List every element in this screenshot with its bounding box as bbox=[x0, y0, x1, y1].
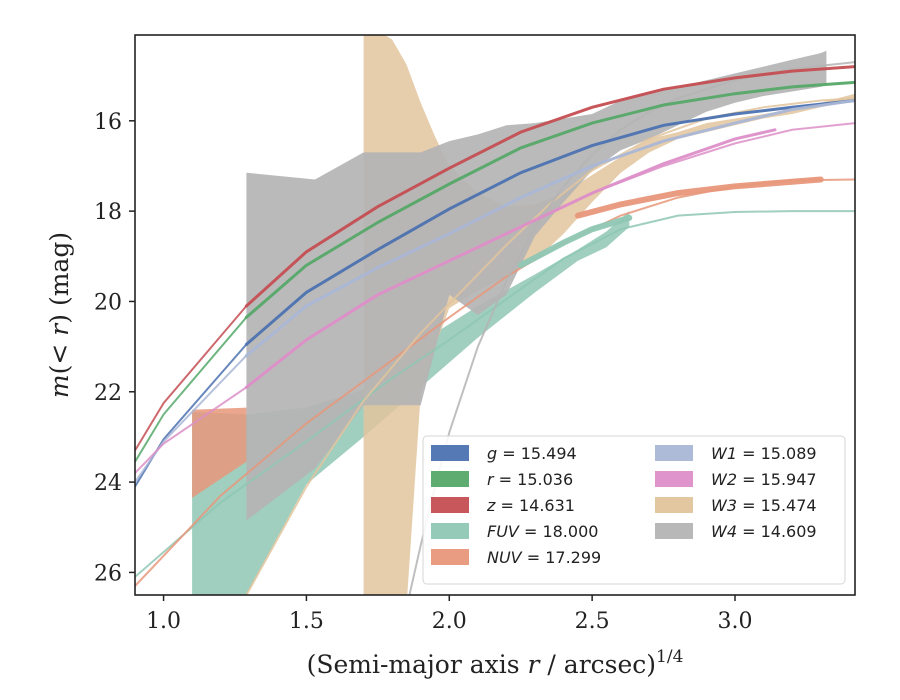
legend-band-name: W3 bbox=[711, 496, 737, 515]
band-w3 bbox=[363, 35, 855, 595]
legend-swatch-g bbox=[431, 445, 469, 461]
x-tick-label: 1.5 bbox=[289, 609, 324, 634]
model-curve-w1 bbox=[135, 354, 248, 483]
legend-swatch-fuv bbox=[431, 523, 469, 539]
legend-label-w4: W4 = 14.609 bbox=[711, 522, 817, 541]
legend-band-name: W4 bbox=[711, 522, 737, 541]
legend-swatch-w4 bbox=[655, 523, 693, 539]
model-curve-g bbox=[135, 343, 248, 488]
legend-band-value: = 15.089 bbox=[737, 444, 817, 463]
y-axis-label: m(< r) (mag) bbox=[45, 232, 74, 398]
data-curve-w1 bbox=[244, 99, 855, 358]
legend-swatch-nuv bbox=[431, 549, 469, 565]
band-fuv bbox=[192, 211, 630, 595]
y-axis-label-prefix: m bbox=[45, 374, 74, 398]
band-w4 bbox=[246, 50, 827, 521]
y-tick-label: 18 bbox=[94, 200, 122, 225]
y-tick-label: 22 bbox=[94, 381, 122, 406]
data-curve-nuv bbox=[574, 176, 824, 219]
plot-frame bbox=[134, 34, 856, 596]
legend-swatch-r bbox=[431, 471, 469, 487]
legend-band-name: r bbox=[487, 470, 495, 489]
legend-band-value: = 15.494 bbox=[497, 444, 577, 463]
data-curve-fuv bbox=[517, 214, 633, 269]
legend-label-z: z = 14.631 bbox=[486, 496, 575, 515]
model-curve-z bbox=[135, 305, 248, 452]
legend-band-value: = 15.036 bbox=[494, 470, 574, 489]
legend-label-w2: W2 = 15.947 bbox=[711, 470, 817, 489]
legend-band-value: = 15.474 bbox=[737, 496, 817, 515]
x-axis-label-exponent: 1/4 bbox=[656, 647, 683, 667]
model-curve-fuv bbox=[135, 210, 855, 578]
legend-band-value: = 14.609 bbox=[737, 522, 817, 541]
legend-band-name: z bbox=[486, 496, 496, 515]
data-curve-g bbox=[244, 99, 855, 346]
y-tick-label: 20 bbox=[94, 290, 122, 315]
y-axis-label-suffix: ) (mag) bbox=[45, 232, 74, 324]
legend-band-value: = 17.299 bbox=[522, 548, 602, 567]
y-tick-label: 16 bbox=[94, 110, 122, 135]
legend-box bbox=[422, 435, 846, 585]
legend-label-w1: W1 = 15.089 bbox=[711, 444, 817, 463]
x-axis-label-var: r bbox=[528, 650, 542, 679]
data-curve-r bbox=[244, 80, 855, 319]
legend-label-w3: W3 = 15.474 bbox=[711, 496, 817, 515]
y-tick-label: 24 bbox=[94, 471, 122, 496]
x-axis-label: (Semi-major axis r / arcsec)1/4 bbox=[307, 647, 684, 679]
legend-label-g: g = 15.494 bbox=[487, 444, 577, 463]
legend-swatch-z bbox=[431, 497, 469, 513]
y-tick-label: 26 bbox=[94, 561, 122, 586]
x-tick-label: 2.5 bbox=[575, 609, 610, 634]
legend-label-fuv: FUV = 18.000 bbox=[487, 522, 598, 541]
legend-band-value: = 15.947 bbox=[737, 470, 817, 489]
legend-band-value: = 18.000 bbox=[519, 522, 599, 541]
legend-band-name: NUV bbox=[487, 548, 523, 567]
legend-label-nuv: NUV = 17.299 bbox=[487, 548, 601, 567]
legend-label-r: r = 15.036 bbox=[487, 470, 573, 489]
x-axis-label-main: (Semi-major axis bbox=[307, 650, 528, 679]
legend-band-name: FUV bbox=[487, 522, 520, 541]
legend-band-name: W1 bbox=[711, 444, 737, 463]
uncertainty-bands bbox=[192, 35, 855, 595]
x-tick-label: 3.0 bbox=[718, 609, 753, 634]
y-axis-ticks: 16 18 20 22 24 26 bbox=[94, 110, 135, 586]
x-tick-label: 2.0 bbox=[432, 609, 467, 634]
legend-band-name: g bbox=[487, 444, 497, 463]
model-curve-r bbox=[135, 316, 248, 463]
legend-band-name: W2 bbox=[711, 470, 737, 489]
data-curve-z bbox=[244, 65, 855, 308]
x-axis-ticks: 1.0 1.5 2.0 2.5 3.0 bbox=[146, 595, 753, 634]
legend-swatch-w1 bbox=[655, 445, 693, 461]
band-nuv bbox=[192, 407, 247, 498]
x-axis-label-unit: / arcsec) bbox=[539, 650, 656, 679]
legend-band-value: = 14.631 bbox=[495, 496, 575, 515]
data-curve-w2 bbox=[244, 128, 777, 389]
legend-swatch-w3 bbox=[655, 497, 693, 513]
x-tick-label: 1.0 bbox=[146, 609, 181, 634]
legend-swatch-w2 bbox=[655, 471, 693, 487]
y-axis-label-ineq: < r bbox=[45, 322, 74, 365]
data-curves bbox=[244, 65, 855, 389]
y-axis-label-paren: ( bbox=[45, 365, 74, 375]
